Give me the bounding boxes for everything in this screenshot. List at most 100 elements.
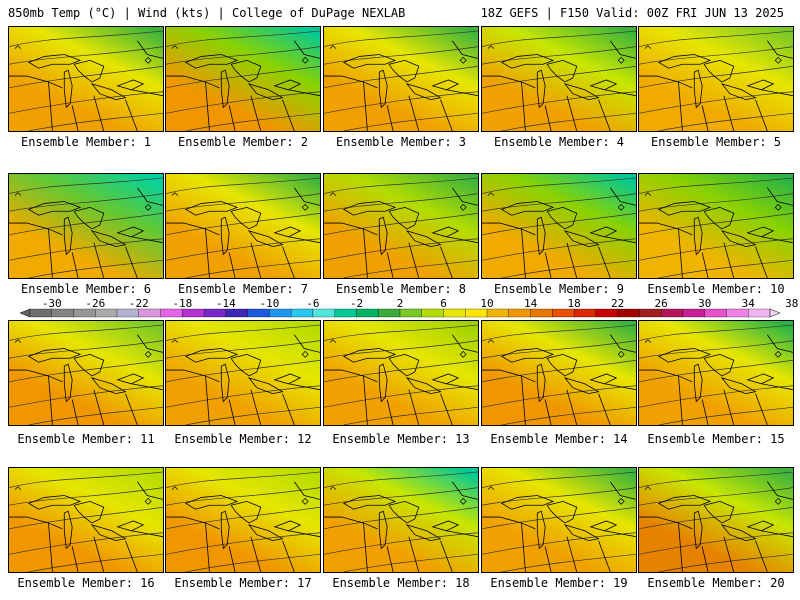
temperature-field <box>482 468 636 572</box>
isotherm-contours <box>482 30 636 131</box>
great-lakes-outline <box>482 481 636 572</box>
wind-symbols <box>487 486 625 505</box>
panel-label: Ensemble Member: 14 <box>490 432 628 446</box>
map-panel <box>323 26 479 132</box>
map-panel <box>165 467 321 573</box>
colorbar-swatch <box>639 308 662 318</box>
temperature-field <box>9 321 163 425</box>
wind-symbols <box>171 339 309 358</box>
colorbar-tick-label: -14 <box>216 297 236 310</box>
colorbar-swatch <box>573 308 597 318</box>
temperature-field <box>482 27 636 131</box>
great-lakes-outline <box>482 334 636 425</box>
map-panel <box>8 173 164 279</box>
temperature-field <box>324 321 478 425</box>
great-lakes-outline <box>9 481 163 572</box>
colorbar-swatch <box>51 308 74 318</box>
temperature-field <box>639 321 793 425</box>
colorbar-swatch <box>682 308 705 318</box>
wind-symbols <box>14 486 152 505</box>
colorbar-swatch <box>421 308 444 318</box>
temperature-field <box>166 27 320 131</box>
wind-symbols <box>14 45 152 64</box>
map-panel <box>481 320 637 426</box>
colorbar-tick-label: -30 <box>42 297 62 310</box>
colorbar-swatch <box>291 308 314 318</box>
great-lakes-outline <box>324 334 478 425</box>
great-lakes-outline <box>482 187 636 278</box>
colorbar-tick-label: 34 <box>742 297 756 310</box>
temperature-field <box>324 174 478 278</box>
panel-label: Ensemble Member: 6 <box>20 282 152 296</box>
great-lakes-outline <box>324 40 478 131</box>
great-lakes-outline <box>9 187 163 278</box>
wind-symbols <box>644 339 782 358</box>
colorbar-tick-label: 14 <box>524 297 538 310</box>
colorbar-swatch <box>530 308 553 318</box>
colorbar-tick-label: 10 <box>480 297 493 310</box>
colorbar-swatch <box>247 308 270 318</box>
temperature-field <box>324 468 478 572</box>
great-lakes-outline <box>166 40 320 131</box>
wind-symbols <box>171 486 309 505</box>
great-lakes-outline <box>166 334 320 425</box>
map-panel <box>8 320 164 426</box>
colorbar-swatch <box>443 308 466 318</box>
panel-label: Ensemble Member: 11 <box>17 432 155 446</box>
colorbar-tick-label: 6 <box>440 297 447 310</box>
temperature-field <box>639 174 793 278</box>
wind-symbols <box>329 339 467 358</box>
isotherm-contours <box>639 471 793 572</box>
colorbar-swatch <box>116 308 139 318</box>
map-panel <box>638 320 794 426</box>
temperature-field <box>166 468 320 572</box>
colorbar-swatch <box>508 308 531 318</box>
panel-label: Ensemble Member: 9 <box>493 282 625 296</box>
wind-symbols <box>487 192 625 211</box>
temperature-field <box>9 27 163 131</box>
great-lakes-outline <box>166 481 320 572</box>
wind-symbols <box>329 486 467 505</box>
panel-label: Ensemble Member: 17 <box>174 576 312 590</box>
map-panel <box>481 26 637 132</box>
wind-symbols <box>14 339 152 358</box>
colorbar-min-arrow <box>19 308 31 318</box>
colorbar-tick-label: 22 <box>611 297 624 310</box>
colorbar-swatch <box>486 308 509 318</box>
panel-label: Ensemble Member: 10 <box>647 282 785 296</box>
temperature-field <box>166 174 320 278</box>
great-lakes-outline <box>166 187 320 278</box>
panel-label: Ensemble Member: 3 <box>335 135 467 149</box>
temperature-field <box>9 174 163 278</box>
wind-symbols <box>644 486 782 505</box>
map-panel <box>638 173 794 279</box>
page-title: 850mb Temp (°C) | Wind (kts) | College o… <box>8 6 406 20</box>
panel-label: Ensemble Member: 13 <box>332 432 470 446</box>
temperature-field <box>639 468 793 572</box>
panel-label: Ensemble Member: 15 <box>647 432 785 446</box>
colorbar-tick-label: -2 <box>350 297 363 310</box>
map-panel <box>481 173 637 279</box>
colorbar-tick-label: 18 <box>567 297 580 310</box>
colorbar-swatch <box>95 308 118 318</box>
wind-symbols <box>171 192 309 211</box>
colorbar-swatch <box>73 308 96 318</box>
great-lakes-outline <box>639 334 793 425</box>
colorbar-swatch <box>661 308 684 318</box>
temperature-field <box>324 27 478 131</box>
colorbar-tick-label: -10 <box>259 297 279 310</box>
colorbar-swatch <box>334 308 357 318</box>
temperature-field <box>482 321 636 425</box>
great-lakes-outline <box>9 40 163 131</box>
colorbar-swatch <box>356 308 379 318</box>
colorbar-swatch <box>29 308 52 318</box>
colorbar-swatch <box>160 308 183 318</box>
colorbar-swatch <box>378 308 401 318</box>
map-panel <box>323 467 479 573</box>
colorbar-tick-label: -26 <box>85 297 105 310</box>
colorbar-swatch <box>726 308 749 318</box>
colorbar-swatch <box>465 308 488 318</box>
map-panel <box>165 26 321 132</box>
colorbar-swatch <box>595 308 618 318</box>
temperature-field <box>639 27 793 131</box>
